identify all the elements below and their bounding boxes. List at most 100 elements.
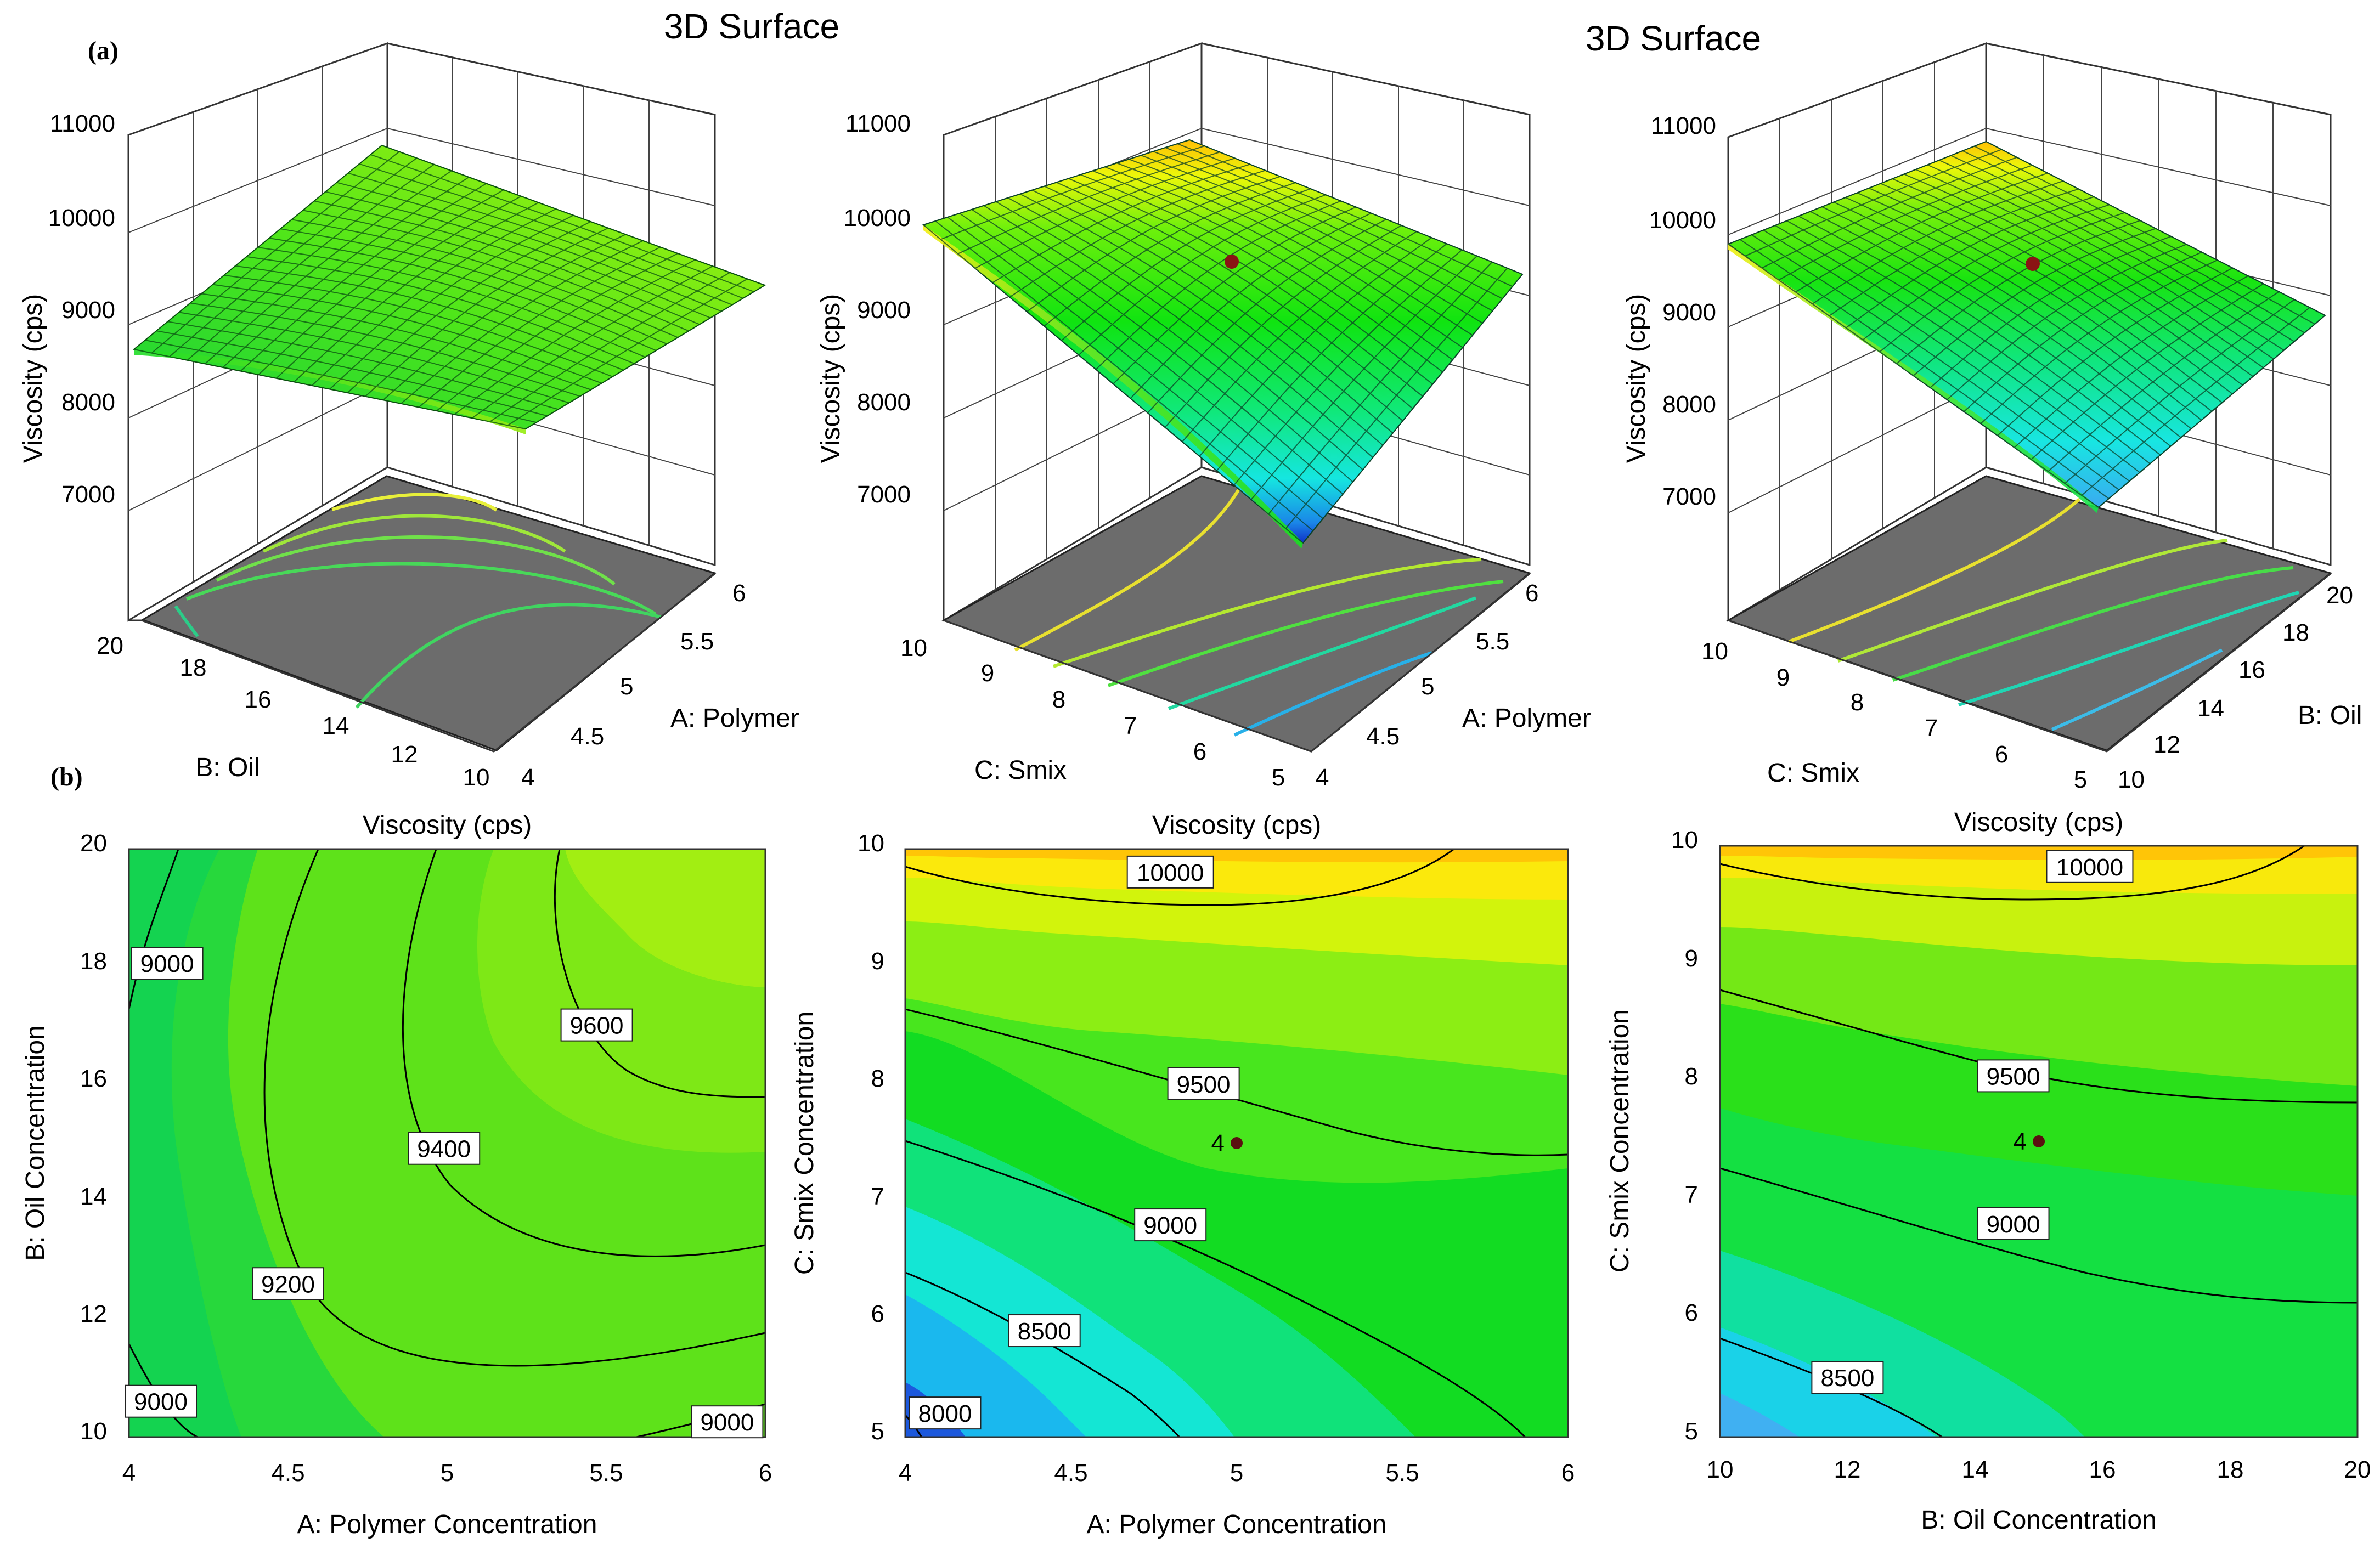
y-tick: 8 xyxy=(871,1065,884,1092)
y-tick: 10 xyxy=(1671,827,1698,853)
z-tick-11000: 11000 xyxy=(50,110,115,137)
x-tick: 4.5 xyxy=(1054,1460,1087,1486)
center-point-count: 4 xyxy=(1211,1130,1225,1157)
floor-contour xyxy=(2051,648,2223,731)
x-tick: 5.5 xyxy=(1385,1460,1419,1486)
y-tick: 12 xyxy=(80,1300,107,1327)
x-tick: 4.5 xyxy=(271,1460,304,1486)
contour-label: 9600 xyxy=(570,1013,624,1039)
contour-line-9200 xyxy=(263,849,765,1367)
x-tick: 18 xyxy=(2217,1456,2244,1483)
x-tick: 5 xyxy=(441,1460,454,1486)
contour-labels: 10000 9500 9000 8500 4 xyxy=(1811,850,2134,1394)
contour-label: 9200 xyxy=(261,1271,315,1298)
contour-label-box xyxy=(2046,850,2134,883)
contour-plot-polymer-smix: Viscosity (cps) 10000 9500 9000 8500 8000 4 4… xyxy=(790,811,1575,1539)
z-axis: 11000 10000 9000 8000 7000 Viscosity (cp… xyxy=(816,110,911,508)
left-axis-tick: 8 xyxy=(1851,689,1864,716)
floor-plane xyxy=(140,475,717,751)
y-axis-label: C: Smix Concentration xyxy=(790,1011,819,1275)
left-axis-tick: 10 xyxy=(1701,638,1728,665)
surface-mesh xyxy=(1728,141,2326,508)
z-tick-10000: 10000 xyxy=(844,205,911,231)
right-axis-label: A: Polymer xyxy=(670,704,799,733)
left-axis-tick: 16 xyxy=(245,686,272,713)
contour-line-9000 xyxy=(905,1140,1526,1437)
contour-line-10000 xyxy=(905,849,1454,906)
z-axis-label: Viscosity (cps) xyxy=(816,294,845,463)
right-axis-tick: 6 xyxy=(1525,580,1538,607)
x-axis: 4 4.5 5 5.5 6 A: Polymer Concentration xyxy=(899,1460,1575,1539)
right-axis-tick: 5.5 xyxy=(680,628,714,655)
floor xyxy=(140,475,717,751)
z-tick-7000: 7000 xyxy=(1662,483,1716,510)
floor-contour xyxy=(1892,566,2294,682)
front-axes: 10 9 8 7 6 5 C: Smix 10 12 14 16 18 20 B… xyxy=(1701,573,2362,793)
y-tick: 7 xyxy=(871,1183,884,1210)
y-tick: 7 xyxy=(1685,1181,1698,1208)
x-tick: 6 xyxy=(759,1460,772,1486)
left-axis-tick: 7 xyxy=(1124,713,1137,739)
contour-label-box xyxy=(1134,1208,1207,1242)
contour-label: 8500 xyxy=(1820,1365,1874,1392)
contour-label-box xyxy=(1167,1067,1240,1100)
y-tick: 16 xyxy=(80,1065,107,1092)
right-axis-tick: 6 xyxy=(732,580,746,607)
y-tick: 20 xyxy=(80,830,107,857)
contour-plot-oil-smix: Viscosity (cps) 10000 9500 9000 8500 4 10 12… xyxy=(1605,808,2371,1535)
z-tick-7000: 7000 xyxy=(61,481,115,508)
contour-title: Viscosity (cps) xyxy=(1152,811,1322,840)
right-axis-tick: 4.5 xyxy=(571,723,604,750)
x-tick: 10 xyxy=(1707,1456,1734,1483)
contour-labels: 10000 9500 9000 8500 8000 4 xyxy=(909,855,1243,1430)
z-tick-10000: 10000 xyxy=(1649,207,1716,234)
x-tick: 4 xyxy=(899,1460,912,1486)
contour-label: 9000 xyxy=(700,1409,754,1436)
contour-label: 8000 xyxy=(918,1400,972,1427)
floor-contour xyxy=(174,605,199,637)
y-tick: 9 xyxy=(1685,945,1698,972)
contour-label-box xyxy=(909,1396,982,1430)
left-axis-tick: 7 xyxy=(1925,715,1938,742)
z-tick-8000: 8000 xyxy=(1662,391,1716,418)
right-axis-tick: 14 xyxy=(2197,695,2224,722)
y-tick: 10 xyxy=(858,830,884,857)
center-point-count: 4 xyxy=(2014,1128,2027,1155)
front-axes: 20 18 16 14 12 10 B: Oil 4 4.5 5 5.5 6 A… xyxy=(97,573,799,791)
z-tick-11000: 11000 xyxy=(845,110,911,137)
x-axis: 4 4.5 5 5.5 6 A: Polymer Concentration xyxy=(122,1460,772,1539)
response-surface xyxy=(922,139,1524,549)
left-axis-tick: 5 xyxy=(2074,766,2087,793)
z-axis-label: Viscosity (cps) xyxy=(1622,294,1651,463)
response-surface xyxy=(1727,140,2326,513)
y-tick: 10 xyxy=(80,1418,107,1445)
surface-plot-polymer-smix: 11000 10000 9000 8000 7000 Viscosity (cp… xyxy=(816,42,1591,791)
front-axes: 10 9 8 7 6 5 C: Smix 4 4.5 5 5.5 6 A: Po… xyxy=(900,573,1591,791)
left-axis-tick: 8 xyxy=(1052,686,1065,713)
y-tick: 5 xyxy=(871,1418,884,1445)
y-tick: 18 xyxy=(80,948,107,975)
floor-contour xyxy=(1107,580,1504,687)
left-axis-label: C: Smix xyxy=(974,756,1067,785)
surface-plot-polymer-oil: 3D Surface 11000 10000 9000 8000 7000 Vi… xyxy=(19,7,839,791)
floor-plane xyxy=(1726,475,2333,751)
floor-contour xyxy=(1233,651,1432,737)
floor-contour xyxy=(355,603,662,709)
z-tick-9000: 9000 xyxy=(1662,299,1716,326)
contour-line-8500 xyxy=(905,1271,1181,1437)
surface-title: 3D Surface xyxy=(1586,19,1761,58)
left-axis-tick: 20 xyxy=(97,632,123,659)
x-tick: 5.5 xyxy=(589,1460,623,1486)
z-tick-8000: 8000 xyxy=(61,389,115,416)
right-axis-tick: 4 xyxy=(1316,764,1329,791)
x-tick: 16 xyxy=(2089,1456,2116,1483)
left-axis-label: C: Smix xyxy=(1767,759,1859,788)
contour-label-box xyxy=(125,1384,197,1418)
right-axis-tick: 5 xyxy=(1421,673,1434,700)
floor-contour xyxy=(262,514,566,553)
contour-label-box xyxy=(408,1132,481,1165)
contour-plot-polymer-oil: Viscosity (cps) 900096009400920090009000… xyxy=(21,811,772,1539)
contour-labels: 9000 9600 9400 9200 9000 9000 xyxy=(125,947,764,1439)
contour-fill xyxy=(1720,846,2358,1437)
floor-contour xyxy=(1958,591,2299,706)
